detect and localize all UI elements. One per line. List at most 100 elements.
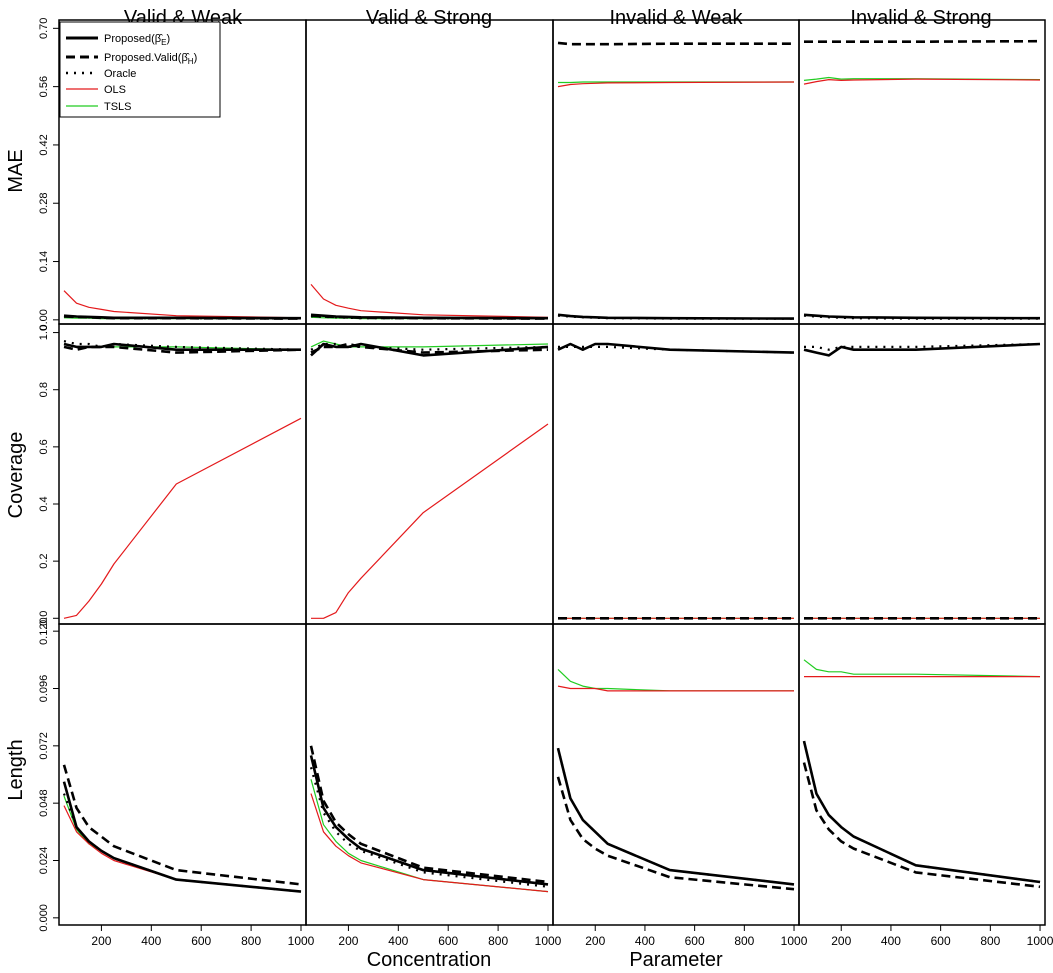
- series-proposed-coverage-0: [63, 342, 301, 352]
- y-tick-label-mae-3: 0.42: [38, 134, 50, 155]
- panel-frame-coverage-1: [305, 323, 554, 625]
- y-tick-label-coverage-0: 0.0: [38, 611, 50, 626]
- x-tick-label-2-0: 200: [585, 934, 605, 948]
- series-proposed-coverage-1: [310, 342, 549, 357]
- y-tick-label-mae-5: 0.70: [38, 18, 50, 39]
- series-ols-mae-0: [63, 290, 302, 319]
- x-tick-label-1-0: 200: [338, 934, 358, 948]
- y-tick-label-length-1: 0.024: [38, 847, 50, 875]
- y-tick-label-mae-2: 0.28: [38, 193, 50, 214]
- x-axis-label-parameter: Parameter: [629, 949, 723, 971]
- series-proposed-length-3: [802, 740, 1041, 884]
- x-tick-label-1-4: 1000: [535, 934, 562, 948]
- series-proposed-valid-coverage-0: [63, 345, 302, 354]
- x-tick-label-0-1: 400: [141, 934, 161, 948]
- series-oracle-coverage-1: [310, 342, 549, 351]
- x-tick-label-2-2: 600: [685, 934, 705, 948]
- y-tick-label-length-0: 0.000: [38, 904, 50, 932]
- panels-layer: [62, 39, 1041, 893]
- legend-sub-h: H: [188, 57, 194, 66]
- series-proposed-mae-0: [63, 314, 302, 320]
- y-tick-label-mae-0: 0.00: [38, 309, 50, 330]
- row-title-coverage: Coverage: [5, 432, 27, 519]
- legend-label-ols: OLS: [104, 84, 126, 96]
- col-title-invalid-strong: Invalid & Strong: [850, 7, 991, 29]
- series-proposed-coverage-2: [557, 342, 795, 354]
- series-proposed-length-1: [309, 755, 549, 886]
- x-tick-label-2-1: 400: [635, 934, 655, 948]
- x-tick-label-0-2: 600: [191, 934, 211, 948]
- y-tick-label-length-3: 0.072: [38, 732, 50, 760]
- panel-frame-coverage-0: [58, 323, 307, 625]
- legend-paren-e: ): [166, 33, 170, 45]
- series-proposed-valid-length-2: [556, 776, 795, 891]
- y-tick-label-length-5: 0.120: [38, 617, 50, 645]
- y-tick-label-length-4: 0.096: [38, 675, 50, 703]
- x-tick-label-2-4: 1000: [781, 934, 808, 948]
- series-oracle-coverage-3: [804, 342, 1041, 351]
- legend-label-oracle: Oracle: [104, 68, 136, 80]
- panel-frame-mae-3: [798, 19, 1046, 325]
- series-proposed-valid-length-0: [62, 764, 302, 886]
- col-title-invalid-weak: Invalid & Weak: [609, 7, 743, 29]
- series-oracle-length-3: [802, 740, 1041, 884]
- legend-sub-e: E: [161, 38, 166, 47]
- legend-beta-h: β̂: [181, 52, 189, 64]
- y-tick-label-coverage-5: 1.0: [38, 325, 50, 340]
- series-proposed-valid-coverage-1: [310, 342, 549, 354]
- y-tick-label-mae-4: 0.56: [38, 76, 50, 97]
- legend-label-tsls: TSLS: [104, 101, 132, 113]
- series-tsls-length-3: [803, 659, 1041, 678]
- series-proposed-mae-1: [310, 313, 549, 320]
- series-oracle-length-2: [556, 747, 795, 886]
- y-tick-label-coverage-2: 0.4: [38, 496, 50, 511]
- panel-frame-mae-1: [305, 19, 554, 325]
- panel-frame-mae-2: [552, 19, 800, 325]
- panel-frame-coverage-3: [798, 323, 1046, 625]
- legend-beta-e: β̂: [155, 33, 163, 45]
- x-tick-label-1-1: 400: [388, 934, 408, 948]
- series-ols-mae-3: [803, 78, 1041, 85]
- panel-frame-coverage-2: [552, 323, 800, 625]
- x-tick-label-0-3: 800: [241, 934, 261, 948]
- series-ols-length-2: [557, 685, 794, 692]
- y-tick-label-coverage-1: 0.2: [38, 553, 50, 568]
- series-proposed-mae-3: [803, 313, 1041, 320]
- x-tick-label-3-4: 1000: [1027, 934, 1053, 948]
- series-ols-mae-1: [310, 284, 549, 318]
- y-tick-label-coverage-4: 0.8: [38, 382, 50, 397]
- panel-frame-length-3: [798, 623, 1046, 926]
- x-tick-label-3-0: 200: [831, 934, 851, 948]
- legend-box: [59, 21, 221, 118]
- x-tick-label-3-1: 400: [881, 934, 901, 948]
- y-tick-label-coverage-3: 0.6: [38, 439, 50, 454]
- series-ols-coverage-0: [63, 417, 302, 619]
- series-ols-mae-2: [557, 81, 795, 88]
- legend-paren-h: ): [194, 52, 198, 64]
- series-proposed-valid-length-1: [309, 745, 549, 884]
- series-tsls-length-2: [557, 668, 794, 692]
- axes-layer: 0.00 0.14 0.28 0.42 0.56 0.70 0.0 0.2 0.4 0.6 0.8 1…: [38, 18, 1053, 948]
- series-proposed-valid-mae-3: [804, 39, 1041, 44]
- x-tick-label-3-2: 600: [931, 934, 951, 948]
- series-ols-coverage-1: [311, 423, 549, 619]
- series-oracle-coverage-0: [63, 340, 302, 351]
- series-proposed-coverage-3: [803, 342, 1041, 357]
- x-tick-label-2-3: 800: [734, 934, 754, 948]
- row-title-length: Length: [5, 739, 27, 800]
- series-proposed-valid-length-3: [802, 762, 1041, 889]
- x-tick-label-0-4: 1000: [288, 934, 315, 948]
- legend-label-proposed-valid: Proposed.Valid(β̂H): [104, 52, 197, 66]
- legend-label-proposed: Proposed(β̂E): [104, 33, 170, 47]
- row-title-mae: MAE: [5, 149, 27, 192]
- series-proposed-length-2: [556, 747, 795, 886]
- y-tick-label-length-2: 0.048: [38, 789, 50, 817]
- series-proposed-length-0: [62, 781, 302, 893]
- series-proposed-mae-2: [557, 313, 795, 320]
- x-tick-label-0-0: 200: [91, 934, 111, 948]
- series-ols-length-1: [310, 793, 549, 893]
- x-tick-label-1-2: 600: [438, 934, 458, 948]
- legend: Proposed(β̂E) Proposed.Valid(β̂H) Oracle…: [59, 21, 221, 118]
- col-title-valid-strong: Valid & Strong: [366, 7, 492, 29]
